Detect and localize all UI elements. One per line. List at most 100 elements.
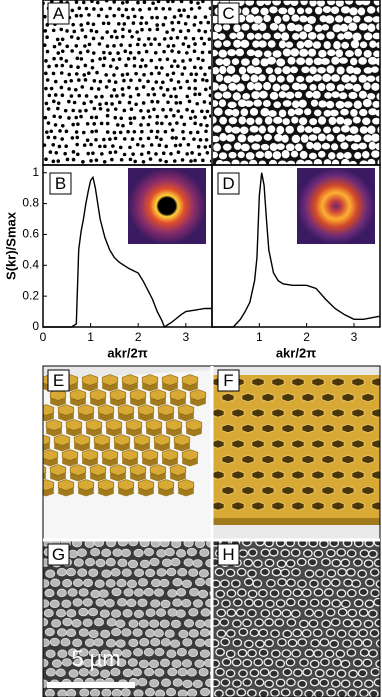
grain	[78, 607, 89, 617]
hole	[235, 608, 246, 617]
cell	[269, 6, 278, 14]
cell	[245, 152, 255, 160]
cell	[242, 93, 251, 100]
dot	[98, 144, 102, 149]
hole	[221, 485, 235, 496]
grain	[133, 548, 144, 558]
dot	[44, 86, 48, 91]
dot	[58, 129, 62, 133]
dot	[92, 106, 97, 111]
inset-d	[297, 168, 375, 244]
cell	[274, 67, 282, 75]
dot	[89, 158, 93, 163]
grain	[67, 588, 78, 597]
hole	[292, 628, 303, 638]
hole	[253, 559, 263, 568]
grain	[198, 667, 209, 677]
hole	[241, 485, 255, 496]
grain	[45, 569, 56, 578]
cell	[352, 134, 362, 143]
dot	[172, 86, 177, 91]
cell	[213, 116, 217, 124]
cell	[312, 90, 321, 99]
cell	[272, 151, 282, 160]
hole	[310, 639, 320, 648]
dot	[84, 94, 89, 98]
tile	[61, 449, 79, 461]
cell	[358, 23, 369, 31]
tile	[43, 404, 55, 416]
cell	[304, 126, 313, 134]
tile	[77, 479, 95, 491]
cell	[369, 40, 377, 48]
x-tick-label: 2	[303, 330, 310, 344]
dot	[135, 42, 140, 47]
dot	[106, 21, 111, 26]
panel-f-image	[213, 366, 380, 539]
hole	[313, 588, 324, 597]
hole	[241, 423, 255, 434]
cell	[344, 83, 354, 90]
cell	[291, 116, 299, 124]
cell	[258, 160, 267, 165]
grain	[184, 619, 195, 628]
hole	[363, 619, 374, 629]
dot	[169, 107, 173, 112]
hole	[368, 609, 378, 618]
tile	[169, 389, 187, 401]
cell	[368, 141, 376, 150]
dot	[139, 108, 143, 113]
cell	[371, 150, 380, 158]
grain	[117, 558, 128, 568]
dot	[75, 142, 79, 147]
hole	[319, 638, 330, 647]
dot	[175, 121, 179, 125]
tile	[181, 449, 199, 461]
dot	[197, 92, 202, 97]
cell	[309, 66, 317, 75]
hole	[301, 629, 312, 638]
grain	[121, 568, 132, 577]
grain	[205, 598, 211, 608]
cell	[371, 82, 380, 91]
dot	[208, 93, 211, 98]
cell	[249, 125, 259, 133]
dot	[210, 28, 211, 33]
hole	[331, 501, 345, 511]
hole	[285, 658, 296, 667]
grain	[166, 567, 177, 577]
dot	[122, 22, 127, 26]
hole	[311, 439, 325, 449]
grain	[149, 557, 160, 567]
hole	[213, 408, 225, 418]
dot	[74, 0, 79, 4]
cell	[224, 108, 234, 116]
dot	[63, 108, 68, 113]
cell	[238, 66, 247, 75]
dot	[190, 151, 194, 155]
dot	[202, 41, 207, 46]
grain	[100, 649, 111, 659]
dot	[134, 71, 138, 76]
grain	[43, 608, 54, 618]
dot	[65, 44, 70, 49]
grain	[159, 619, 170, 628]
hole	[243, 577, 254, 587]
cell	[301, 66, 310, 74]
dot	[74, 72, 79, 76]
hole	[254, 618, 264, 627]
cell	[280, 84, 290, 91]
tile	[161, 449, 179, 461]
dot	[119, 116, 124, 121]
dot	[164, 159, 168, 164]
x-tick-label: 2	[135, 330, 142, 344]
dot	[143, 64, 148, 68]
cell	[306, 141, 314, 150]
grain	[132, 628, 143, 637]
cell	[268, 159, 278, 165]
cell	[299, 31, 308, 40]
cell	[240, 58, 250, 66]
dot	[193, 121, 197, 126]
cell	[325, 100, 335, 109]
cell	[352, 83, 362, 92]
